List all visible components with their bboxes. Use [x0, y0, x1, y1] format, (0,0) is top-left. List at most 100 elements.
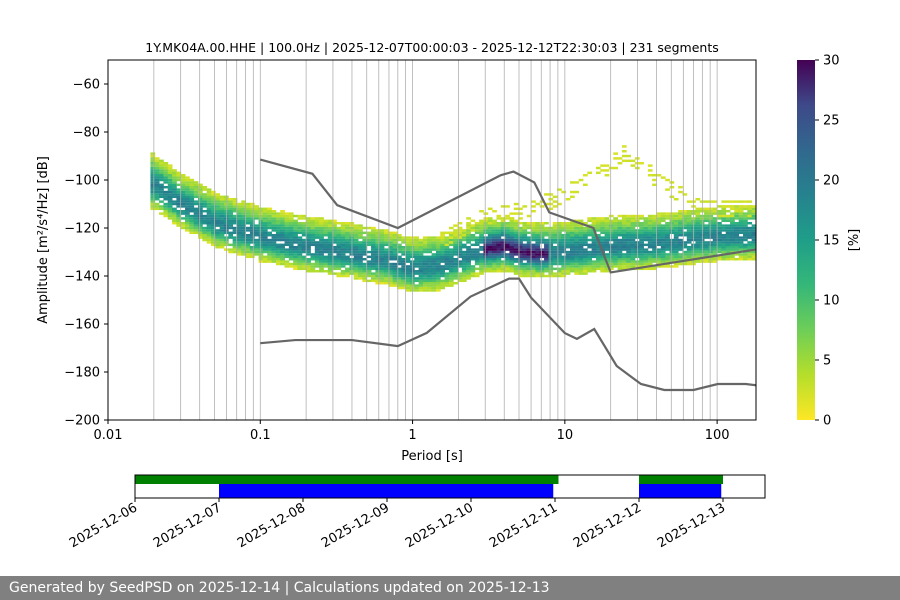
heatmap-cell [422, 279, 428, 283]
heatmap-cell [198, 236, 203, 239]
heatmap-cell [150, 200, 156, 203]
heatmap-cell [561, 258, 567, 261]
heatmap-cell [466, 274, 471, 278]
heatmap-cell [323, 224, 329, 227]
heatmap-cell [176, 202, 182, 206]
heatmap-cell [422, 267, 428, 271]
heatmap-cell [665, 188, 670, 191]
heatmap-cell [725, 241, 731, 244]
heatmap-cell [526, 243, 532, 247]
heatmap-cell [176, 222, 182, 225]
heatmap-cell [600, 226, 606, 230]
heatmap-cell [258, 241, 264, 244]
heatmap-cell [669, 224, 675, 227]
heatmap-cell [522, 267, 528, 271]
heatmap-cell [513, 202, 519, 206]
heatmap-cell [185, 183, 190, 187]
heatmap-cell [704, 236, 709, 239]
heatmap-cell [414, 243, 420, 247]
heatmap-cell [682, 255, 688, 259]
heatmap-cell [215, 219, 221, 223]
heatmap-cell [751, 229, 756, 232]
heatmap-cell [440, 265, 445, 268]
heatmap-cell [323, 222, 329, 225]
heatmap-cell [578, 270, 584, 273]
heatmap-cell [202, 195, 208, 199]
heatmap-cell [401, 265, 407, 268]
heatmap-cell [228, 222, 234, 225]
heatmap-cell [185, 202, 190, 206]
heatmap-cell [163, 171, 169, 175]
heatmap-cell [422, 282, 428, 285]
heatmap-cell [686, 255, 692, 259]
heatmap-cell [211, 198, 216, 201]
heatmap-cell [245, 207, 251, 211]
heatmap-cell [366, 262, 372, 266]
heatmap-cell [673, 262, 679, 266]
heatmap-cell [582, 258, 588, 261]
heatmap-cell [323, 229, 329, 232]
heatmap-cell [466, 265, 471, 268]
heatmap-cell [505, 214, 510, 218]
heatmap-cell [431, 238, 437, 242]
heatmap-cell [552, 274, 558, 278]
heatmap-cell [254, 229, 259, 232]
heatmap-cell [544, 255, 549, 259]
heatmap-cell [604, 241, 610, 244]
heatmap-cell [180, 178, 186, 182]
heatmap-cell [587, 238, 593, 242]
heatmap-cell [695, 222, 701, 225]
heatmap-cell [518, 246, 523, 249]
heatmap-cell [621, 267, 627, 271]
heatmap-cell [332, 265, 337, 268]
heatmap-cell [743, 255, 748, 259]
heatmap-cell [180, 198, 186, 201]
heatmap-cell [587, 243, 593, 247]
heatmap-cell [150, 169, 156, 172]
heatmap-cell [358, 229, 363, 232]
heatmap-cell [678, 214, 683, 218]
heatmap-cell [310, 217, 316, 220]
heatmap-cell [708, 231, 714, 235]
heatmap-cell [301, 214, 307, 218]
heatmap-cell [241, 250, 247, 254]
heatmap-cell [682, 234, 688, 237]
heatmap-cell [284, 222, 290, 225]
heatmap-cell [647, 241, 653, 244]
heatmap-cell [327, 219, 333, 223]
heatmap-cell [306, 250, 311, 254]
heatmap-cell [297, 229, 303, 232]
heatmap-cell [578, 255, 584, 259]
heatmap-cell [211, 217, 216, 220]
heatmap-cell [660, 176, 666, 179]
heatmap-cell [466, 217, 471, 220]
heatmap-cell [738, 258, 744, 261]
heatmap-cell [647, 246, 653, 249]
heatmap-cell [193, 188, 199, 191]
heatmap-cell [206, 188, 212, 191]
heatmap-cell [738, 248, 744, 251]
heatmap-cell [509, 253, 515, 256]
heatmap-cell [673, 248, 679, 251]
heatmap-cell [245, 212, 251, 215]
heatmap-cell [492, 255, 497, 259]
heatmap-cell [392, 236, 398, 239]
heatmap-cell [323, 258, 329, 261]
heatmap-cell [396, 279, 402, 283]
heatmap-cell [323, 270, 329, 273]
heatmap-cell [258, 219, 264, 223]
heatmap-cell [487, 248, 493, 251]
heatmap-cell [448, 284, 454, 287]
heatmap-cell [548, 236, 554, 239]
heatmap-cell [293, 246, 298, 249]
heatmap-cell [552, 260, 558, 263]
heatmap-cell [172, 183, 177, 187]
heatmap-cell [747, 246, 753, 249]
heatmap-cell [301, 243, 307, 247]
heatmap-cell [578, 262, 584, 266]
heatmap-cell [228, 207, 234, 211]
heatmap-cell [686, 212, 692, 215]
heatmap-cell [362, 246, 368, 249]
heatmap-cell [444, 243, 450, 247]
heatmap-cell [647, 222, 653, 225]
